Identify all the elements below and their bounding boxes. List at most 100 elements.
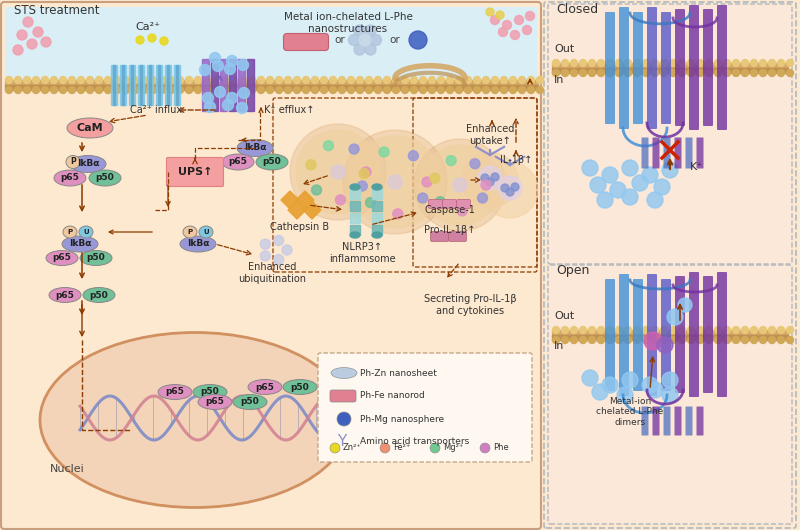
Circle shape: [687, 59, 694, 66]
FancyBboxPatch shape: [642, 407, 649, 436]
Circle shape: [150, 76, 157, 84]
Circle shape: [714, 337, 722, 343]
Circle shape: [260, 251, 270, 261]
FancyBboxPatch shape: [689, 5, 699, 130]
Bar: [156, 65, 162, 105]
Circle shape: [501, 184, 509, 192]
Circle shape: [222, 76, 229, 84]
FancyBboxPatch shape: [605, 12, 615, 124]
Circle shape: [634, 326, 641, 333]
Circle shape: [6, 86, 13, 93]
Circle shape: [311, 185, 322, 195]
Bar: [138, 65, 144, 105]
Text: Pro-IL-1β↑: Pro-IL-1β↑: [424, 225, 476, 235]
Circle shape: [306, 160, 316, 170]
Text: Metal ion-chelated L-Phe
nanostructures: Metal ion-chelated L-Phe nanostructures: [283, 12, 413, 33]
Circle shape: [331, 165, 345, 179]
Circle shape: [408, 151, 418, 161]
Circle shape: [778, 69, 785, 76]
Circle shape: [194, 76, 202, 84]
Circle shape: [527, 76, 534, 84]
Circle shape: [661, 69, 667, 76]
Circle shape: [158, 86, 166, 93]
Ellipse shape: [46, 251, 78, 266]
Ellipse shape: [199, 226, 213, 238]
Circle shape: [105, 86, 111, 93]
Bar: [174, 65, 180, 105]
Circle shape: [662, 372, 678, 388]
FancyBboxPatch shape: [717, 272, 727, 397]
Text: K⁺: K⁺: [690, 162, 703, 172]
Circle shape: [502, 21, 511, 30]
Circle shape: [131, 76, 138, 84]
Circle shape: [786, 326, 794, 333]
Text: IkBα: IkBα: [69, 240, 91, 249]
Circle shape: [365, 25, 376, 36]
FancyBboxPatch shape: [686, 137, 693, 169]
Circle shape: [105, 76, 111, 84]
Circle shape: [150, 86, 157, 93]
Circle shape: [349, 136, 441, 228]
Circle shape: [778, 59, 785, 66]
Circle shape: [418, 193, 428, 203]
Text: UPS↑: UPS↑: [178, 167, 212, 177]
Circle shape: [654, 179, 670, 195]
Text: Out: Out: [554, 44, 574, 54]
Ellipse shape: [63, 226, 77, 238]
Circle shape: [510, 76, 517, 84]
Bar: [149, 65, 151, 105]
Circle shape: [148, 34, 156, 42]
Circle shape: [597, 192, 613, 208]
Circle shape: [446, 76, 454, 84]
Circle shape: [634, 59, 641, 66]
Circle shape: [750, 326, 758, 333]
Circle shape: [518, 76, 526, 84]
Text: Out: Out: [554, 311, 574, 321]
Circle shape: [678, 298, 692, 312]
Text: U: U: [203, 229, 209, 235]
FancyBboxPatch shape: [605, 279, 615, 391]
Circle shape: [388, 175, 402, 189]
Circle shape: [374, 86, 382, 93]
Circle shape: [27, 39, 37, 49]
Ellipse shape: [62, 236, 98, 252]
Circle shape: [697, 69, 703, 76]
Bar: [372, 225, 382, 235]
Text: Y: Y: [338, 435, 346, 449]
Ellipse shape: [331, 367, 357, 378]
Circle shape: [570, 69, 578, 76]
Circle shape: [366, 86, 373, 93]
FancyBboxPatch shape: [1, 2, 541, 529]
Bar: [5, 7, 537, 85]
Circle shape: [239, 86, 246, 93]
Circle shape: [625, 326, 631, 333]
Circle shape: [167, 76, 174, 84]
Bar: [111, 65, 117, 105]
Circle shape: [706, 337, 713, 343]
Circle shape: [537, 76, 543, 84]
Circle shape: [759, 337, 766, 343]
Circle shape: [582, 160, 598, 176]
Circle shape: [203, 76, 210, 84]
Circle shape: [214, 86, 226, 98]
Bar: [246, 59, 254, 111]
Circle shape: [321, 76, 327, 84]
Bar: [350, 225, 360, 235]
Circle shape: [136, 36, 144, 44]
Text: p65: p65: [55, 290, 74, 299]
Ellipse shape: [193, 384, 227, 400]
Circle shape: [330, 443, 340, 453]
Circle shape: [644, 332, 662, 350]
Circle shape: [553, 326, 559, 333]
Circle shape: [496, 11, 504, 19]
Text: Secreting Pro-IL-1β
and cytokines: Secreting Pro-IL-1β and cytokines: [424, 294, 516, 316]
Ellipse shape: [350, 232, 360, 238]
Circle shape: [510, 86, 517, 93]
Circle shape: [59, 76, 66, 84]
Circle shape: [199, 65, 210, 75]
Circle shape: [661, 59, 667, 66]
Circle shape: [438, 86, 445, 93]
FancyBboxPatch shape: [697, 407, 703, 436]
Circle shape: [579, 59, 586, 66]
Circle shape: [465, 76, 471, 84]
